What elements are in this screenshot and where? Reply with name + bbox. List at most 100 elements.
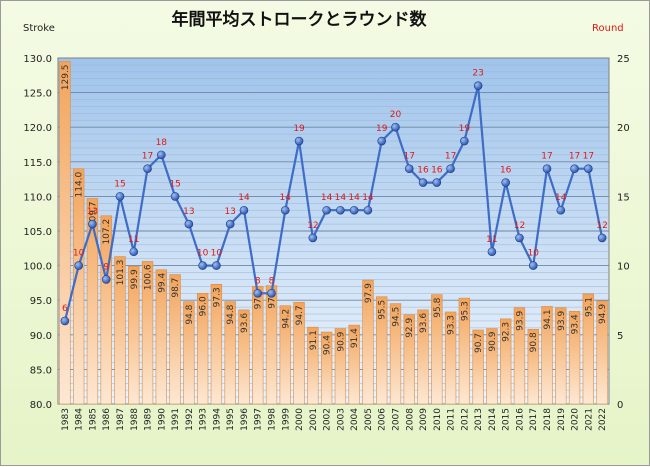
line-point — [473, 81, 483, 90]
x-tick-label: 1990 — [157, 408, 167, 431]
point-value-label: 15 — [169, 179, 180, 189]
point-value-label: 17 — [404, 152, 415, 162]
bar-value-label: 91.4 — [350, 328, 360, 348]
bar — [72, 168, 85, 405]
bar-value-label: 95.3 — [460, 301, 470, 321]
bar-value-label: 92.9 — [405, 317, 415, 337]
x-tick-label: 2006 — [378, 408, 388, 431]
bar — [265, 285, 278, 405]
line-point — [115, 192, 125, 201]
bar — [196, 292, 209, 405]
line-point — [391, 122, 400, 132]
left-axis-title: Stroke — [23, 23, 55, 34]
bar — [541, 306, 553, 405]
x-tick-label: 2021 — [584, 408, 594, 431]
x-tick-label: 2012 — [460, 408, 470, 431]
bar — [169, 274, 181, 405]
line-point — [418, 178, 428, 187]
point-value-label: 11 — [486, 235, 497, 245]
point-value-label: 17 — [445, 152, 456, 162]
bar-series — [59, 61, 608, 405]
line-point — [74, 261, 83, 270]
bar — [596, 300, 608, 405]
point-value-label: 8 — [255, 276, 261, 286]
bar — [59, 61, 71, 405]
point-value-label: 17 — [583, 152, 594, 162]
point-value-label: 13 — [224, 207, 235, 217]
point-value-label: 14 — [348, 193, 360, 203]
bar — [376, 296, 388, 405]
line-point — [101, 275, 111, 284]
bar-value-label: 109.7 — [88, 201, 98, 227]
left-tick-label: 130.0 — [23, 54, 52, 65]
x-tick-label: 1989 — [144, 408, 154, 431]
point-value-label: 20 — [390, 110, 402, 120]
point-value-label: 16 — [431, 166, 443, 176]
right-tick-label: 0 — [617, 400, 623, 411]
bar-value-label: 107.2 — [102, 219, 112, 245]
line-point — [377, 136, 387, 146]
point-value-label: 19 — [376, 124, 388, 134]
point-value-label: 9 — [103, 262, 109, 272]
x-tick-label: 2011 — [447, 408, 457, 431]
bar-value-label: 129.5 — [61, 64, 71, 90]
bar-value-label: 114.0 — [75, 171, 85, 197]
line-point — [349, 205, 359, 215]
bar — [141, 261, 154, 405]
x-tick-label: 1992 — [185, 408, 195, 431]
line-point — [528, 261, 538, 270]
bar-value-label: 97.9 — [364, 283, 374, 303]
line-point — [170, 192, 180, 201]
bar-value-label: 93.6 — [419, 313, 429, 333]
x-tick-label: 1994 — [212, 408, 222, 431]
x-tick-label: 2004 — [350, 408, 360, 431]
bar — [307, 326, 319, 405]
x-tick-label: 1987 — [116, 408, 126, 431]
right-tick-label: 10 — [617, 262, 630, 273]
line-point — [294, 136, 304, 146]
left-tick-label: 105.0 — [23, 227, 52, 238]
x-axis-ticks: 1983 1984 1985 1986 1987 1988 1989 1990 1991 1992… — [61, 408, 608, 431]
bar — [555, 307, 567, 405]
point-value-label: 6 — [62, 304, 68, 314]
line-point — [184, 219, 194, 229]
left-tick-label: 100.0 — [23, 262, 52, 273]
left-tick-label: 80.0 — [30, 400, 52, 411]
x-tick-label: 2010 — [433, 408, 443, 431]
bar-value-label: 93.9 — [515, 311, 525, 331]
bar — [444, 311, 457, 405]
bar — [458, 297, 471, 405]
line-point — [597, 233, 607, 243]
x-tick-label: 1986 — [102, 408, 112, 431]
line-point — [239, 205, 249, 215]
bar — [252, 286, 264, 405]
line-point — [280, 205, 290, 215]
point-value-label: 17 — [569, 152, 580, 162]
x-tick-label: 2020 — [571, 408, 581, 431]
point-value-label: 8 — [269, 276, 275, 286]
x-tick-label: 2019 — [557, 408, 567, 431]
bar-value-label: 91.1 — [309, 330, 319, 350]
point-value-label: 11 — [128, 235, 139, 245]
bar — [582, 293, 595, 405]
point-value-label: 10 — [73, 249, 85, 259]
left-tick-label: 90.0 — [30, 331, 52, 342]
bar-value-label: 92.3 — [502, 322, 512, 342]
rounds-line — [63, 84, 604, 322]
bar — [128, 265, 140, 405]
point-value-label: 15 — [114, 179, 125, 189]
point-value-label: 13 — [183, 207, 194, 217]
x-tick-label: 1999 — [281, 408, 291, 431]
line-point — [212, 261, 221, 270]
line-point — [556, 205, 566, 215]
bar — [210, 283, 223, 405]
left-tick-label: 95.0 — [30, 296, 52, 307]
point-value-label: 13 — [87, 207, 98, 217]
bar — [320, 331, 333, 405]
x-tick-label: 1998 — [268, 408, 278, 431]
right-axis-title: Round — [592, 23, 624, 34]
line-point — [487, 247, 497, 257]
